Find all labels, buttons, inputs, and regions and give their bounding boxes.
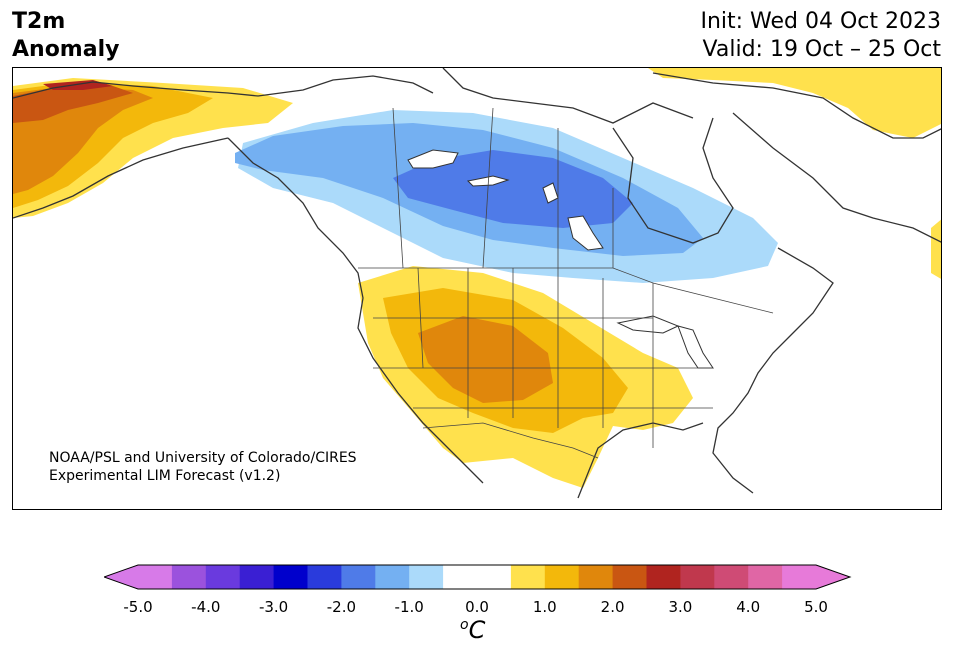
- colorbar-tick-label: -3.0: [258, 598, 289, 616]
- anomaly-labrador-warm: [931, 219, 941, 279]
- colorbar-tick-label: 4.0: [736, 598, 761, 616]
- colorbar-tick-label: -1.0: [394, 598, 424, 616]
- colorbar-bin: [138, 565, 173, 589]
- coastline-alaska: [13, 81, 259, 219]
- anomaly-us-warm-3: [418, 316, 553, 403]
- colorbar-outline: [104, 564, 852, 590]
- valid-date: Valid: 19 Oct – 25 Oct: [702, 37, 941, 62]
- coastline-hudson-bay: [612, 117, 734, 244]
- unit-degree: o: [460, 617, 469, 633]
- borders-group: [358, 107, 774, 459]
- colorbar-tick-label: -4.0: [191, 598, 221, 616]
- colorbar-bin: [307, 565, 342, 589]
- lake-great-bear: [407, 149, 459, 169]
- coastline-group: [13, 68, 941, 499]
- colorbar-bin: [375, 565, 410, 589]
- border-canada-provinces: [392, 107, 614, 269]
- unit-letter: C: [468, 616, 486, 644]
- credit-line-1: NOAA/PSL and University of Colorado/CIRE…: [49, 450, 357, 466]
- colorbar-bin: [477, 565, 512, 589]
- colorbar-bin: [612, 565, 647, 589]
- colorbar-over-arrow: [816, 565, 850, 589]
- colorbar-tick-label: 1.0: [532, 598, 557, 616]
- colorbar-tick-label: 3.0: [668, 598, 693, 616]
- coastline-arctic: [257, 68, 694, 124]
- colorbar-tick-label: -5.0: [123, 598, 153, 616]
- colorbar-bin: [239, 565, 275, 589]
- colorbar-bin: [443, 565, 478, 589]
- coastline-pacific: [227, 137, 484, 484]
- credit-text: NOAA/PSL and University of Colorado/CIRE…: [49, 449, 357, 485]
- lake-michigan-huron: [677, 325, 714, 369]
- date-info: Init: Wed 04 Oct 2023 Valid: 19 Oct – 25…: [700, 8, 941, 64]
- border-us-states: [373, 267, 713, 448]
- colorbar-bin: [680, 565, 715, 589]
- colorbar-bin: [714, 565, 749, 589]
- colorbar-bin: [205, 565, 241, 589]
- colorbar-tick-label: -2.0: [326, 598, 357, 616]
- colorbar-tick-label: 5.0: [804, 598, 828, 616]
- colorbar-tick-label: 0.0: [465, 598, 489, 616]
- colorbar-bin: [341, 565, 376, 589]
- coastline-gulf: [577, 422, 704, 499]
- anomaly-map: [13, 68, 941, 499]
- colorbar-bin: [578, 565, 614, 589]
- lake-nipigon-area: [567, 215, 604, 251]
- coastline-atlantic: [712, 247, 834, 494]
- colorbar-bin: [273, 565, 308, 589]
- colorbar-bin: [409, 565, 444, 589]
- init-date: Init: Wed 04 Oct 2023: [700, 9, 941, 34]
- title-line-1: T2m: [12, 9, 66, 34]
- coastline-baffin: [732, 112, 941, 243]
- map-panel: [12, 67, 942, 510]
- colorbar-bin: [782, 565, 817, 589]
- border-us-mexico: [422, 422, 599, 459]
- lake-superior: [616, 315, 680, 334]
- colorbar-unit: oC: [460, 616, 485, 644]
- colorbar-bins: [138, 565, 817, 589]
- colorbar-bin: [544, 565, 580, 589]
- colorbar-bin: [646, 565, 681, 589]
- colorbar: [104, 564, 852, 590]
- colorbar-bin: [748, 565, 783, 589]
- map-title: T2m Anomaly: [12, 8, 119, 64]
- anomaly-alaska-warm-4: [13, 86, 133, 123]
- colorbar-under-arrow: [104, 565, 138, 589]
- colorbar-tick-label: 2.0: [600, 598, 625, 616]
- anomaly-canada-cold-3: [393, 150, 633, 228]
- colorbar-bin: [171, 565, 207, 589]
- anomaly-greenland-warm: [648, 68, 941, 138]
- title-line-2: Anomaly: [12, 37, 120, 62]
- colorbar-bin: [510, 565, 546, 589]
- coastline-greenland: [652, 72, 941, 139]
- credit-line-2: Experimental LIM Forecast (v1.2): [49, 468, 281, 484]
